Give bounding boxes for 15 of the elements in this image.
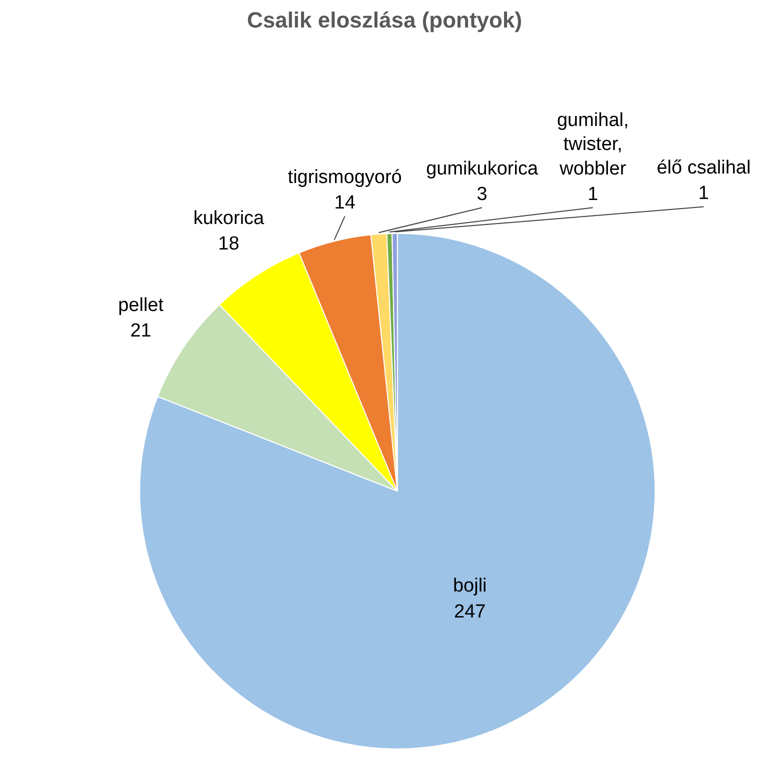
slice-label: gumihal, twister, wobbler: [556, 110, 629, 180]
data-label: 1: [698, 183, 709, 204]
slice-label: bojli: [452, 576, 487, 597]
slice-label: pellet: [118, 294, 164, 316]
data-label: 1: [588, 184, 598, 205]
data-label: 21: [130, 320, 152, 342]
slice-label: gumikukorica: [426, 158, 538, 180]
slice-label: tigrismogyoró: [288, 166, 402, 188]
data-label: 3: [476, 184, 488, 205]
data-label: 247: [454, 601, 486, 622]
chart-title: Csalik eloszlása (pontyok): [246, 8, 522, 32]
data-label: 18: [218, 233, 240, 254]
slice-label: kukorica: [193, 208, 265, 229]
data-label: 14: [334, 192, 356, 214]
slice-label: élő csalihal: [656, 158, 751, 179]
